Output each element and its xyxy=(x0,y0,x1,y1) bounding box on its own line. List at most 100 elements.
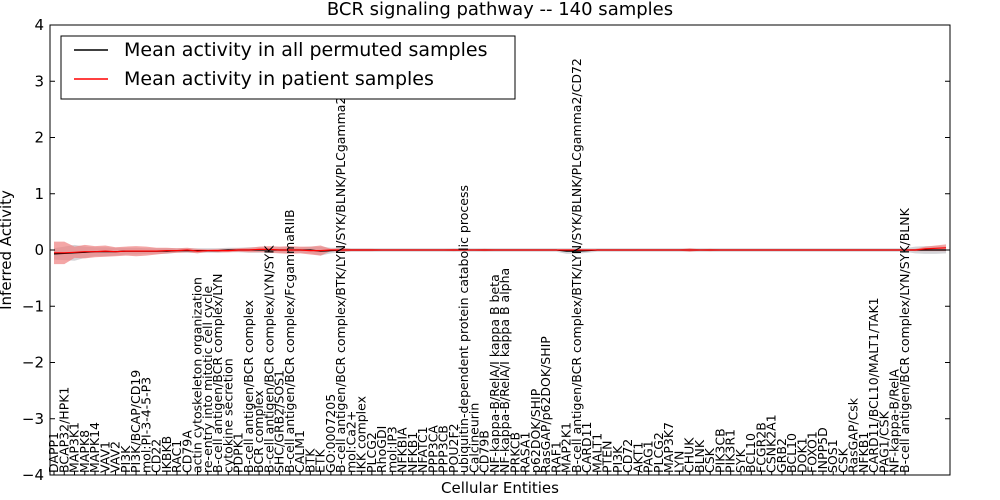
entity-label: GO:0007205 xyxy=(323,394,338,473)
entity-label: SYK xyxy=(733,448,748,473)
chart-title: BCR signaling pathway -- 140 samples xyxy=(327,0,673,20)
entity-label: B-cell antigen/BCR complex/LYN/SYK/BLNK xyxy=(897,207,912,473)
entity-label: PI3K xyxy=(610,445,625,473)
entity-label: actin cytoskeleton organization xyxy=(190,277,205,473)
y-tick-label: −3 xyxy=(22,410,44,428)
entity-label: BLNK xyxy=(692,439,707,473)
entity-label: VAV2 xyxy=(108,441,123,473)
entity-label: PI3K xyxy=(118,445,133,473)
entity-label: VAV1 xyxy=(97,441,112,473)
entity-label: PTEN xyxy=(600,441,615,473)
entity-label: RhoGDI xyxy=(374,426,389,473)
entity-label: PLCG2 xyxy=(651,432,666,473)
entity-label: PIK3CB xyxy=(712,428,727,473)
y-tick-label: 0 xyxy=(34,241,44,259)
entity-label: MAP2K1 xyxy=(559,422,574,473)
entity-label: AKT1 xyxy=(630,442,645,473)
entity-label: BTK xyxy=(302,448,317,473)
y-tick-label: −2 xyxy=(22,354,44,372)
entity-label: POU2F2 xyxy=(446,423,461,473)
entity-label: CHUK xyxy=(682,437,697,473)
patient-mean-line xyxy=(54,247,947,254)
entity-label: RAC1 xyxy=(169,440,184,473)
y-tick-label: 3 xyxy=(34,72,44,90)
entity-label: MAPK14 xyxy=(87,422,102,473)
permuted-band xyxy=(54,244,946,261)
entity-label: NFKB1 xyxy=(856,432,871,473)
entity-label: Calcineurin xyxy=(466,403,481,473)
legend-box xyxy=(60,35,516,100)
legend-patient-label: Mean activity in patient samples xyxy=(124,68,434,90)
entity-label: RasGAP/p62DOK/SHIP xyxy=(538,336,553,473)
entity-label: RASA1 xyxy=(518,432,533,473)
entity-label: NFATC1 xyxy=(415,426,430,473)
entity-label: PRKCB xyxy=(507,432,522,473)
entity-label: RasGAP/Csk xyxy=(846,397,861,473)
entity-label: NF-kappa-B/RelA/I kappa B alpha xyxy=(497,268,512,473)
entity-label: LYN xyxy=(671,451,686,473)
entity-label: MAP3K7 xyxy=(661,422,676,473)
entity-label: IKK complex xyxy=(354,396,369,473)
entity-label: BCR complex xyxy=(251,390,266,473)
entity-label: PAG1/CSK xyxy=(877,410,892,473)
patient-band xyxy=(54,241,946,265)
entity-label: CSK xyxy=(836,447,851,473)
entity-label: NF-kappa-B/RelA/I kappa B beta xyxy=(487,274,502,473)
entity-label: ubiquitin-dependent protein catabolic pr… xyxy=(456,185,471,473)
x-axis-label: Cellular Entities xyxy=(441,479,559,497)
y-tick-label: 4 xyxy=(34,16,44,34)
entity-label: MAPK8 xyxy=(77,430,92,473)
entity-label: SHC/GRB2/SOS1 xyxy=(272,370,287,473)
entity-label: B-cell antigen/BCR complex/LYN/SYK xyxy=(261,245,276,473)
entity-label: cytokine secretion xyxy=(220,358,235,473)
entity-label: mol:PI-3-4-5-P3 xyxy=(138,377,153,473)
entity-label: IKBKB xyxy=(159,436,174,473)
entity-label: RAF1 xyxy=(548,441,563,473)
y-tick-label: −4 xyxy=(22,466,44,484)
legend: Mean activity in all permuted samples Me… xyxy=(60,35,516,100)
entity-label: B-cell antigen/BCR complex xyxy=(241,300,256,473)
entity-label: re-entry into mitotic cell cycle xyxy=(200,285,215,473)
entity-label: FOXO1 xyxy=(805,431,820,473)
entity-label: PLCG2 xyxy=(364,432,379,473)
entity-label: CD22 xyxy=(149,439,164,473)
entity-label: NFKB1 xyxy=(405,432,420,473)
entity-label: B-cell antigen/BCR complex/FcgammaRIIB xyxy=(282,209,297,473)
entity-label: NF-kappa-B/RelA xyxy=(887,369,902,473)
entity-label: SOS1 xyxy=(825,439,840,473)
y-axis-label: Inferred Activity xyxy=(0,190,15,310)
entity-label: PDPK1 xyxy=(231,432,246,473)
entity-label: MALT1 xyxy=(589,433,604,473)
legend-permuted-label: Mean activity in all permuted samples xyxy=(124,39,487,61)
entity-label: INPP5D xyxy=(815,427,830,473)
entity-label: mol:Ca2+ xyxy=(343,411,358,473)
entity-label: BCL10 xyxy=(784,433,799,473)
entity-label: CARD11/BCL10/MALT1/TAK1 xyxy=(866,297,881,473)
entity-label: p62DOK/SHIP xyxy=(528,388,543,473)
entity-label: PPP3CA xyxy=(425,425,440,473)
entity-label: CALM1 xyxy=(292,430,307,473)
entity-label: PAG1 xyxy=(641,440,656,473)
entity-label: mol:IP3 xyxy=(384,426,399,473)
entity-label: BCL10 xyxy=(743,433,758,473)
entity-label: FCGR2B xyxy=(753,422,768,473)
entity-label: B-cell antigen/BCR complex/BTK/LYN/SYK/B… xyxy=(569,58,584,473)
entity-label: CSK xyxy=(702,447,717,473)
y-tick-label: 2 xyxy=(34,129,44,147)
entity-label: CD72 xyxy=(620,439,635,473)
entity-label: CARD11 xyxy=(579,422,594,474)
entity-label: CD79B xyxy=(477,430,492,473)
entity-label: PIK3R1 xyxy=(723,429,738,473)
y-tick-label: −1 xyxy=(22,297,44,315)
entity-label: B-cell antigen/BCR complex/LYN xyxy=(210,274,225,474)
plot-frame xyxy=(49,24,951,476)
entity-label: ETK xyxy=(313,448,328,473)
entity-label: B-cell antigen/BCR complex/BTK/LYN/SYK/B… xyxy=(333,97,348,473)
entity-label: CSNK2A1 xyxy=(764,414,779,473)
entity-labels: DAPP1BCAP32/HPK1MAP3K1MAPK8MAPK14VAV1VAV… xyxy=(46,58,912,475)
entity-label: MAP3K1 xyxy=(67,422,82,473)
entity-label: NFKBIA xyxy=(395,427,410,473)
entity-label: PI3K/BCAP/CD19 xyxy=(128,370,143,473)
entity-label: DOK1 xyxy=(795,437,810,473)
